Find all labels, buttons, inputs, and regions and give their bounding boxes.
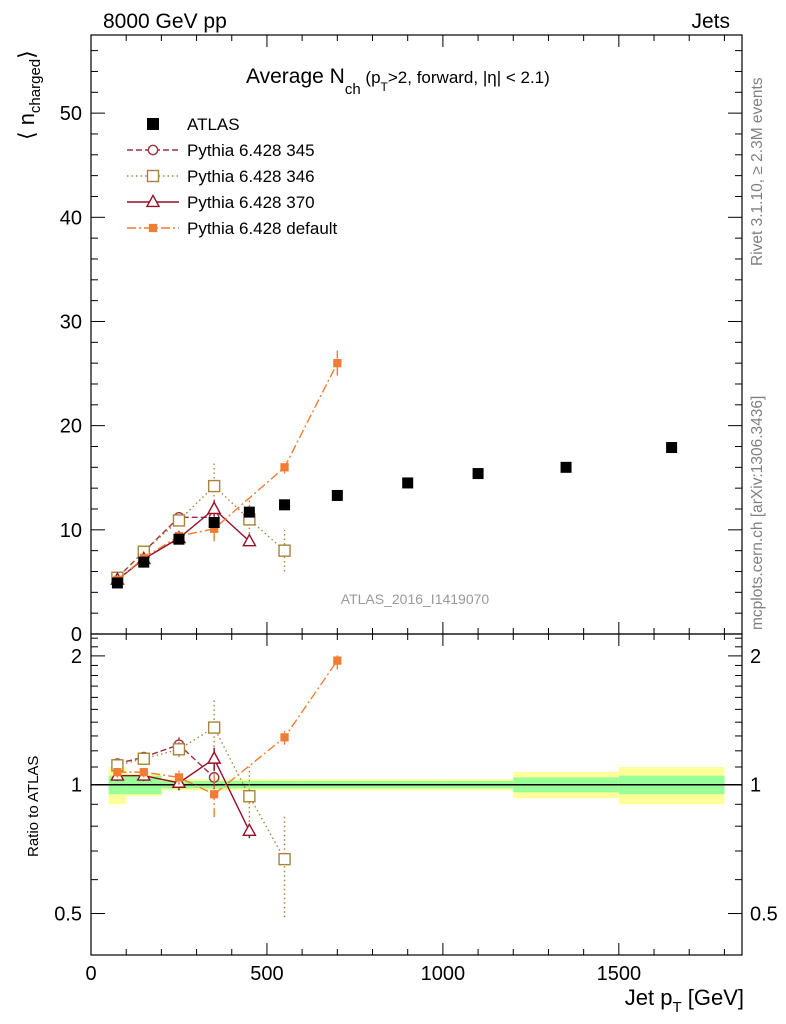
source-reference: mcplots.cern.ch [arXiv:1306.3436] bbox=[749, 396, 766, 630]
data-point-main bbox=[207, 479, 221, 493]
ylabel-close: ⟩ bbox=[14, 50, 39, 59]
xlabel-sub: T bbox=[672, 999, 681, 1016]
analysis-watermark: ATLAS_2016_I1419070 bbox=[341, 591, 490, 607]
ratio-frame bbox=[90, 633, 743, 956]
y-tick-label-ratio-right: 2 bbox=[750, 646, 761, 668]
reference-point bbox=[560, 461, 572, 473]
reference-point bbox=[331, 489, 343, 501]
data-point-ratio bbox=[243, 790, 256, 803]
legend-entry: Pythia 6.428 345 bbox=[127, 141, 315, 160]
legend-marker bbox=[148, 223, 158, 233]
data-point-main bbox=[333, 359, 342, 368]
y-tick-label-ratio: 1 bbox=[71, 775, 82, 797]
legend-label: ATLAS bbox=[187, 115, 240, 134]
data-point-ratio bbox=[278, 852, 291, 866]
data-point-main bbox=[172, 514, 186, 527]
legend-marker bbox=[147, 144, 159, 156]
y-tick-label-ratio-right: 1 bbox=[750, 775, 761, 797]
xlabel-unit: [GeV] bbox=[682, 985, 744, 1010]
data-point-ratio bbox=[137, 752, 150, 765]
x-tick-label: 1000 bbox=[421, 963, 466, 985]
ylabel-open: ⟨ n bbox=[14, 113, 39, 140]
y-tick-label-main: 40 bbox=[60, 207, 82, 229]
title-part: Average N bbox=[246, 65, 345, 88]
legend-entry: Pythia 6.428 default bbox=[127, 219, 338, 238]
legend-entry: ATLAS bbox=[147, 115, 240, 134]
y-axis-label-main: ⟨ ncharged⟩ bbox=[14, 50, 44, 140]
series-line-ratio bbox=[117, 660, 338, 796]
y-tick-label-main: 50 bbox=[60, 103, 82, 125]
data-point-main bbox=[206, 500, 222, 515]
data-point-ratio bbox=[113, 768, 122, 777]
x-axis-label: Jet pT [GeV] bbox=[625, 985, 744, 1016]
data-point-ratio bbox=[174, 773, 184, 782]
data-point-ratio bbox=[139, 768, 148, 777]
generator-info: Rivet 3.1.10, ≥ 2.3M events bbox=[749, 77, 766, 266]
legend-marker bbox=[146, 169, 160, 183]
x-tick-label: 0 bbox=[85, 963, 96, 985]
legend: ATLAS Pythia 6.428 345 Pythia 6.428 346 Pyt… bbox=[127, 115, 338, 238]
data-point-main bbox=[278, 544, 291, 557]
y-tick-label-main: 30 bbox=[60, 311, 82, 333]
reference-point bbox=[173, 533, 185, 545]
reference-point bbox=[208, 517, 220, 529]
legend-label: Pythia 6.428 345 bbox=[187, 141, 315, 160]
legend-label: Pythia 6.428 346 bbox=[187, 167, 315, 186]
data-point-ratio bbox=[172, 743, 186, 756]
energy-label: 8000 GeV pp bbox=[103, 10, 227, 33]
title-sub: ch bbox=[345, 81, 361, 98]
legend-marker bbox=[147, 118, 159, 130]
reference-point bbox=[111, 577, 123, 589]
y-tick-label-ratio: 2 bbox=[71, 646, 82, 668]
reference-point bbox=[138, 556, 150, 568]
legend-label: Pythia 6.428 370 bbox=[187, 193, 315, 212]
legend-label: Pythia 6.428 default bbox=[187, 219, 338, 238]
reference-point bbox=[279, 499, 291, 511]
ratio-plot: 0 500 1000 1500 0.5 0.5 1 1 2 2 bbox=[54, 633, 778, 985]
y-axis-label-ratio: Ratio to ATLAS bbox=[25, 756, 42, 857]
y-tick-label-main: 0 bbox=[71, 624, 82, 646]
legend-marker bbox=[145, 193, 161, 208]
xlabel-main: Jet p bbox=[625, 985, 673, 1010]
title-sub: T bbox=[381, 80, 389, 94]
ylabel-sub: charged bbox=[27, 59, 44, 113]
data-point-ratio bbox=[210, 790, 219, 799]
title-part: >2, forward, |η| < 2.1) bbox=[388, 68, 550, 87]
plot-title: Average Nch (pT>2, forward, |η| < 2.1) bbox=[246, 65, 550, 98]
series-line-main bbox=[116, 362, 338, 581]
main-plot: 0 10 20 30 40 50 bbox=[60, 34, 743, 955]
title-part: (p bbox=[361, 68, 381, 87]
legend-entry: Pythia 6.428 370 bbox=[127, 193, 315, 212]
reference-point bbox=[402, 477, 414, 489]
data-point-ratio bbox=[280, 733, 289, 742]
data-point-main bbox=[242, 533, 257, 547]
data-point-ratio bbox=[207, 721, 221, 734]
data-point-main bbox=[280, 463, 289, 472]
data-point-ratio bbox=[242, 822, 257, 836]
x-tick-label: 1500 bbox=[597, 963, 642, 985]
y-tick-label-main: 20 bbox=[60, 416, 82, 438]
series-line-ratio bbox=[117, 743, 215, 778]
process-label: Jets bbox=[691, 10, 730, 33]
x-tick-label: 500 bbox=[250, 963, 283, 985]
reference-point bbox=[472, 468, 484, 480]
legend-entry: Pythia 6.428 346 bbox=[127, 167, 315, 186]
data-point-main bbox=[210, 524, 219, 533]
svg-text:⟨ ncharged⟩: ⟨ ncharged⟩ bbox=[14, 50, 44, 140]
reference-point bbox=[243, 506, 255, 518]
y-tick-label-ratio-right: 0.5 bbox=[750, 904, 778, 926]
reference-point bbox=[666, 442, 678, 454]
y-tick-label-main: 10 bbox=[60, 520, 82, 542]
y-tick-label-ratio: 0.5 bbox=[54, 904, 82, 926]
data-point-ratio bbox=[206, 750, 222, 764]
data-point-ratio bbox=[333, 656, 342, 665]
